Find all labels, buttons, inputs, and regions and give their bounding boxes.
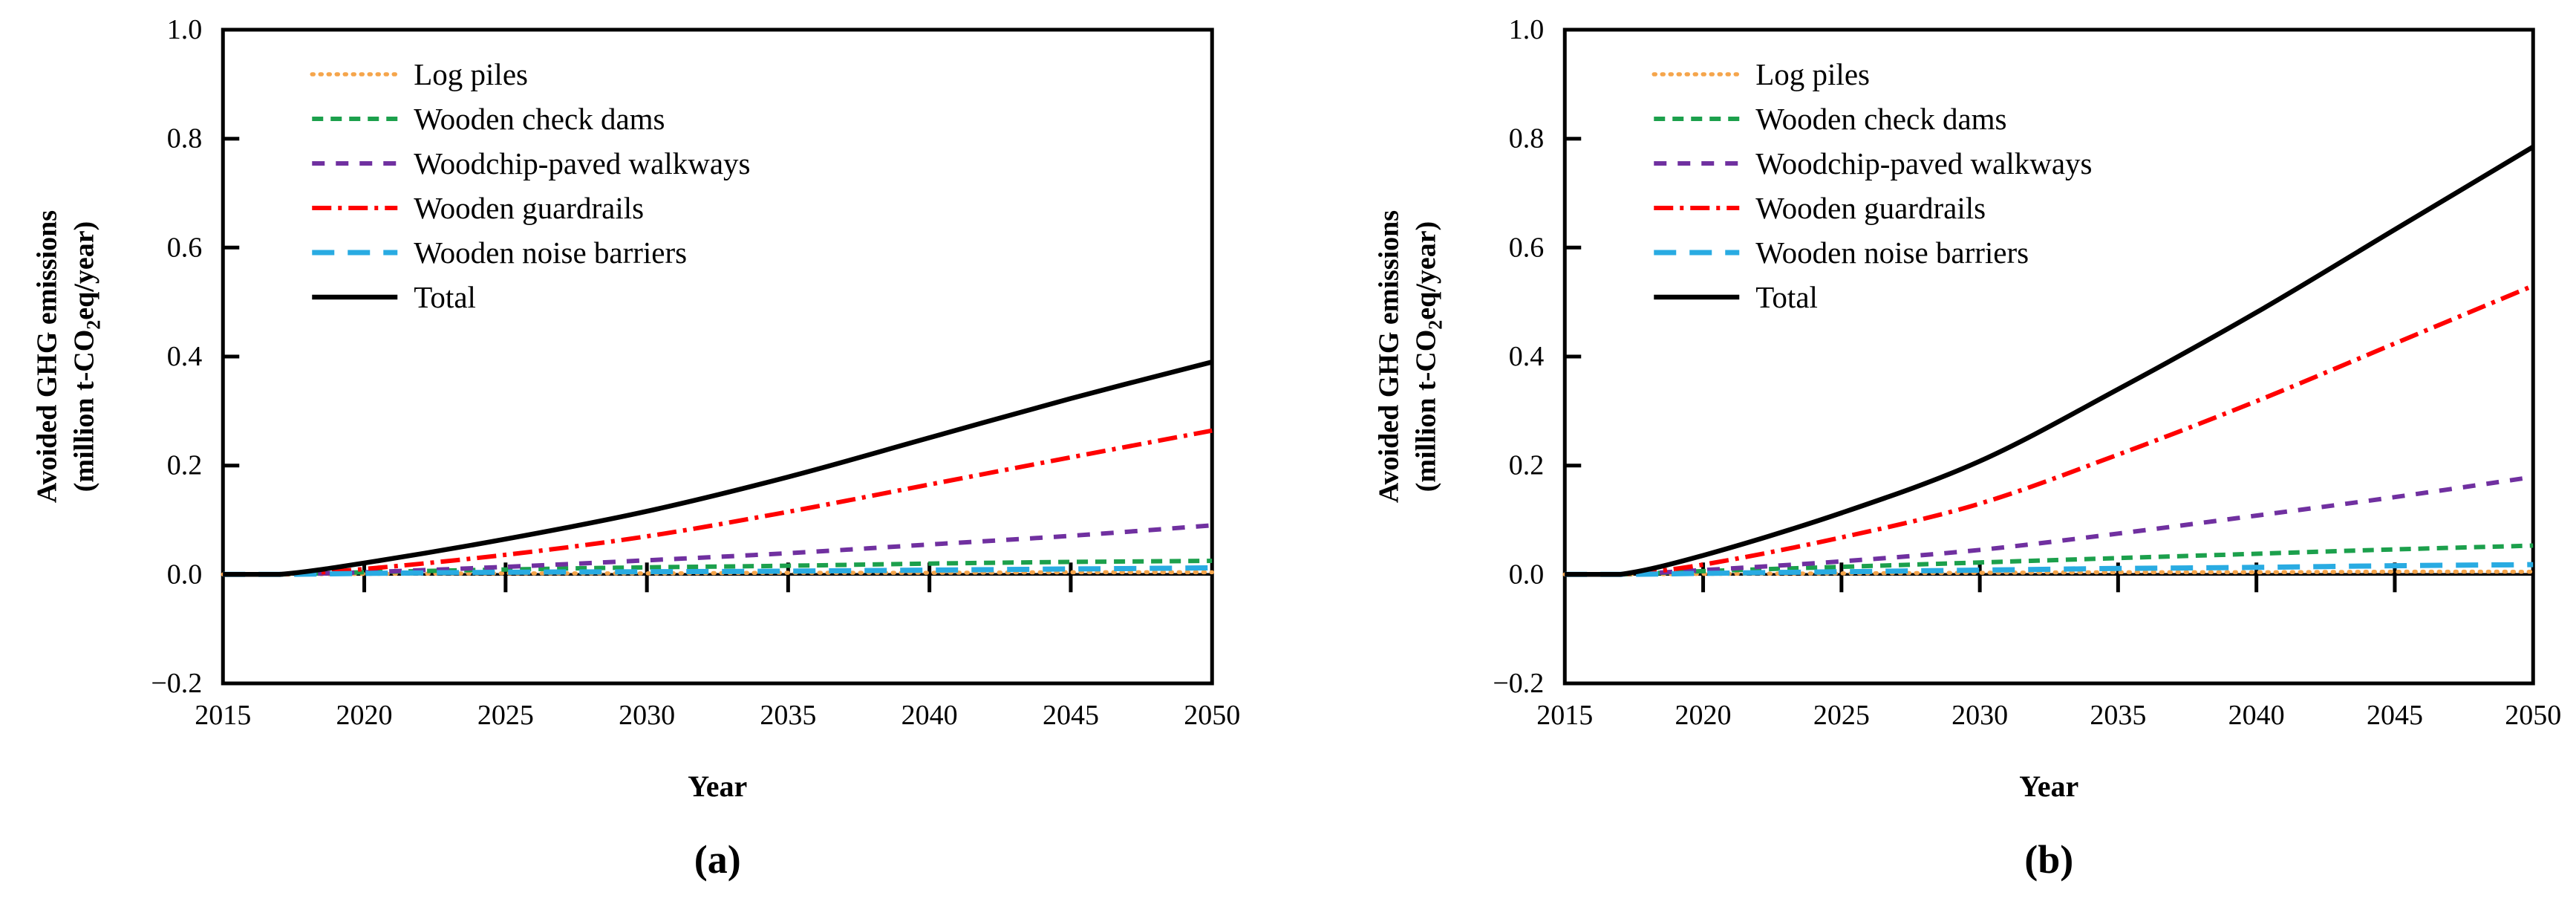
legend-item-total: Total bbox=[312, 280, 476, 314]
x-axis-title: Year bbox=[2019, 770, 2078, 803]
legend-label-wooden-check-dams: Wooden check dams bbox=[1755, 102, 2006, 136]
y-axis-title-line2: (million t-CO2eq/year) bbox=[68, 221, 104, 492]
y-axis: 1.0 0.8 0.6 0.4 0.2 0.0 −0.2 bbox=[1493, 14, 1581, 699]
x-tick-label: 2025 bbox=[1813, 700, 1869, 731]
y-tick-label: 0.2 bbox=[1508, 450, 1544, 481]
legend-item-woodchip-paved-walkways: Woodchip-paved walkways bbox=[1653, 146, 2092, 181]
legend-label-wooden-check-dams: Wooden check dams bbox=[414, 102, 665, 136]
x-tick-label: 2035 bbox=[760, 700, 816, 731]
x-tick-label: 2015 bbox=[1536, 700, 1593, 731]
y-tick-label: 0.4 bbox=[1508, 341, 1544, 372]
x-tick-label: 2035 bbox=[2090, 700, 2146, 731]
x-tick-label: 2045 bbox=[2366, 700, 2422, 731]
chart-a: 1.0 0.8 0.6 0.4 0.2 0.0 −0.2 Avoided GHG emissi… bbox=[31, 14, 1240, 882]
x-tick-label: 2050 bbox=[2505, 700, 2561, 731]
legend-item-woodchip-paved-walkways: Woodchip-paved walkways bbox=[312, 146, 751, 181]
y-tick-label: 0.2 bbox=[167, 450, 203, 481]
legend-label-total: Total bbox=[1755, 280, 1818, 314]
series-line-wooden-check-dams bbox=[1564, 543, 2533, 577]
chart-b: 1.0 0.8 0.6 0.4 0.2 0.0 −0.2 Avoided GHG emissi… bbox=[1373, 14, 2561, 882]
y-tick-label: 1.0 bbox=[1508, 14, 1544, 45]
x-tick-label: 2030 bbox=[619, 700, 675, 731]
legend-item-log-piles: Log piles bbox=[1651, 57, 1870, 91]
y-tick-label: 0.4 bbox=[167, 341, 203, 372]
series-line-total bbox=[1564, 144, 2534, 577]
series-line-wooden-guardrails bbox=[1564, 283, 2534, 577]
series-line-wooden-noise-barriers bbox=[223, 565, 1213, 577]
y-tick-label: 0.8 bbox=[167, 123, 203, 155]
y-tick-label: −0.2 bbox=[151, 668, 202, 699]
legend-item-total: Total bbox=[1653, 280, 1818, 314]
x-tick-label: 2025 bbox=[477, 700, 534, 731]
legend-label-total: Total bbox=[414, 280, 476, 314]
panel-caption: (a) bbox=[694, 837, 741, 882]
legend-item-wooden-check-dams: Wooden check dams bbox=[312, 102, 665, 136]
x-axis: 2015 2020 2025 2030 2035 2040 2045 2050 bbox=[1536, 562, 2561, 731]
x-tick-label: 2015 bbox=[195, 700, 251, 731]
y-tick-label: 0.6 bbox=[167, 232, 203, 263]
y-axis-title-line1: Avoided GHG emissions bbox=[1373, 210, 1404, 503]
y-tick-label: 1.0 bbox=[167, 14, 203, 45]
x-tick-label: 2020 bbox=[336, 700, 393, 731]
legend: Log piles Wooden check dams Woodchip-paved… bbox=[1651, 57, 2092, 314]
legend-label-woodchip-paved-walkways: Woodchip-paved walkways bbox=[1755, 146, 2092, 181]
legend-label-woodchip-paved-walkways: Woodchip-paved walkways bbox=[414, 146, 750, 181]
y-axis-title-line1: Avoided GHG emissions bbox=[31, 210, 62, 503]
y-tick-label: 0.0 bbox=[167, 559, 203, 590]
y-tick-label: 0.8 bbox=[1508, 123, 1544, 155]
y-tick-label: −0.2 bbox=[1493, 668, 1544, 699]
x-tick-label: 2030 bbox=[1951, 700, 2008, 731]
legend-label-wooden-guardrails: Wooden guardrails bbox=[1755, 191, 1986, 225]
x-axis: 2015 2020 2025 2030 2035 2040 2045 2050 bbox=[195, 562, 1240, 731]
legend-label-wooden-noise-barriers: Wooden noise barriers bbox=[414, 235, 687, 270]
y-axis: 1.0 0.8 0.6 0.4 0.2 0.0 −0.2 bbox=[151, 14, 240, 699]
series-line-log-piles bbox=[1562, 569, 2535, 577]
panel-b: 1.0 0.8 0.6 0.4 0.2 0.0 −0.2 Avoided GHG emissi… bbox=[1288, 0, 2576, 904]
legend-item-wooden-guardrails: Wooden guardrails bbox=[312, 191, 644, 225]
legend: Log piles Wooden check dams Woodchip-paved… bbox=[310, 57, 751, 314]
plot-frame bbox=[1562, 27, 2535, 686]
legend-label-log-piles: Log piles bbox=[414, 57, 528, 91]
legend-label-wooden-guardrails: Wooden guardrails bbox=[414, 191, 644, 225]
x-tick-label: 2040 bbox=[2228, 700, 2284, 731]
x-tick-label: 2040 bbox=[901, 700, 958, 731]
legend-item-wooden-noise-barriers: Wooden noise barriers bbox=[1653, 235, 2029, 270]
plot-frame bbox=[221, 27, 1214, 686]
x-tick-label: 2050 bbox=[1184, 700, 1240, 731]
x-tick-label: 2020 bbox=[1675, 700, 1731, 731]
series-line-woodchip-paved-walkways bbox=[223, 523, 1213, 577]
series-line-total bbox=[223, 360, 1213, 577]
series-line-wooden-noise-barriers bbox=[1564, 562, 2533, 577]
panel-caption: (b) bbox=[2024, 837, 2073, 882]
y-tick-label: 0.0 bbox=[1508, 559, 1544, 590]
panel-a: 1.0 0.8 0.6 0.4 0.2 0.0 −0.2 Avoided GHG emissi… bbox=[31, 14, 1240, 882]
legend-item-log-piles: Log piles bbox=[310, 57, 528, 91]
legend-label-wooden-noise-barriers: Wooden noise barriers bbox=[1755, 235, 2029, 270]
series-line-wooden-guardrails bbox=[223, 428, 1213, 577]
legend-item-wooden-guardrails: Wooden guardrails bbox=[1653, 191, 1986, 225]
legend-item-wooden-noise-barriers: Wooden noise barriers bbox=[312, 235, 687, 270]
y-axis-title-line2: (million t-CO2eq/year) bbox=[1410, 221, 1446, 492]
legend-label-log-piles: Log piles bbox=[1755, 57, 1870, 91]
y-tick-label: 0.6 bbox=[1508, 232, 1544, 263]
legend-item-wooden-check-dams: Wooden check dams bbox=[1653, 102, 2006, 136]
x-tick-label: 2045 bbox=[1043, 700, 1099, 731]
x-axis-title: Year bbox=[688, 770, 747, 803]
